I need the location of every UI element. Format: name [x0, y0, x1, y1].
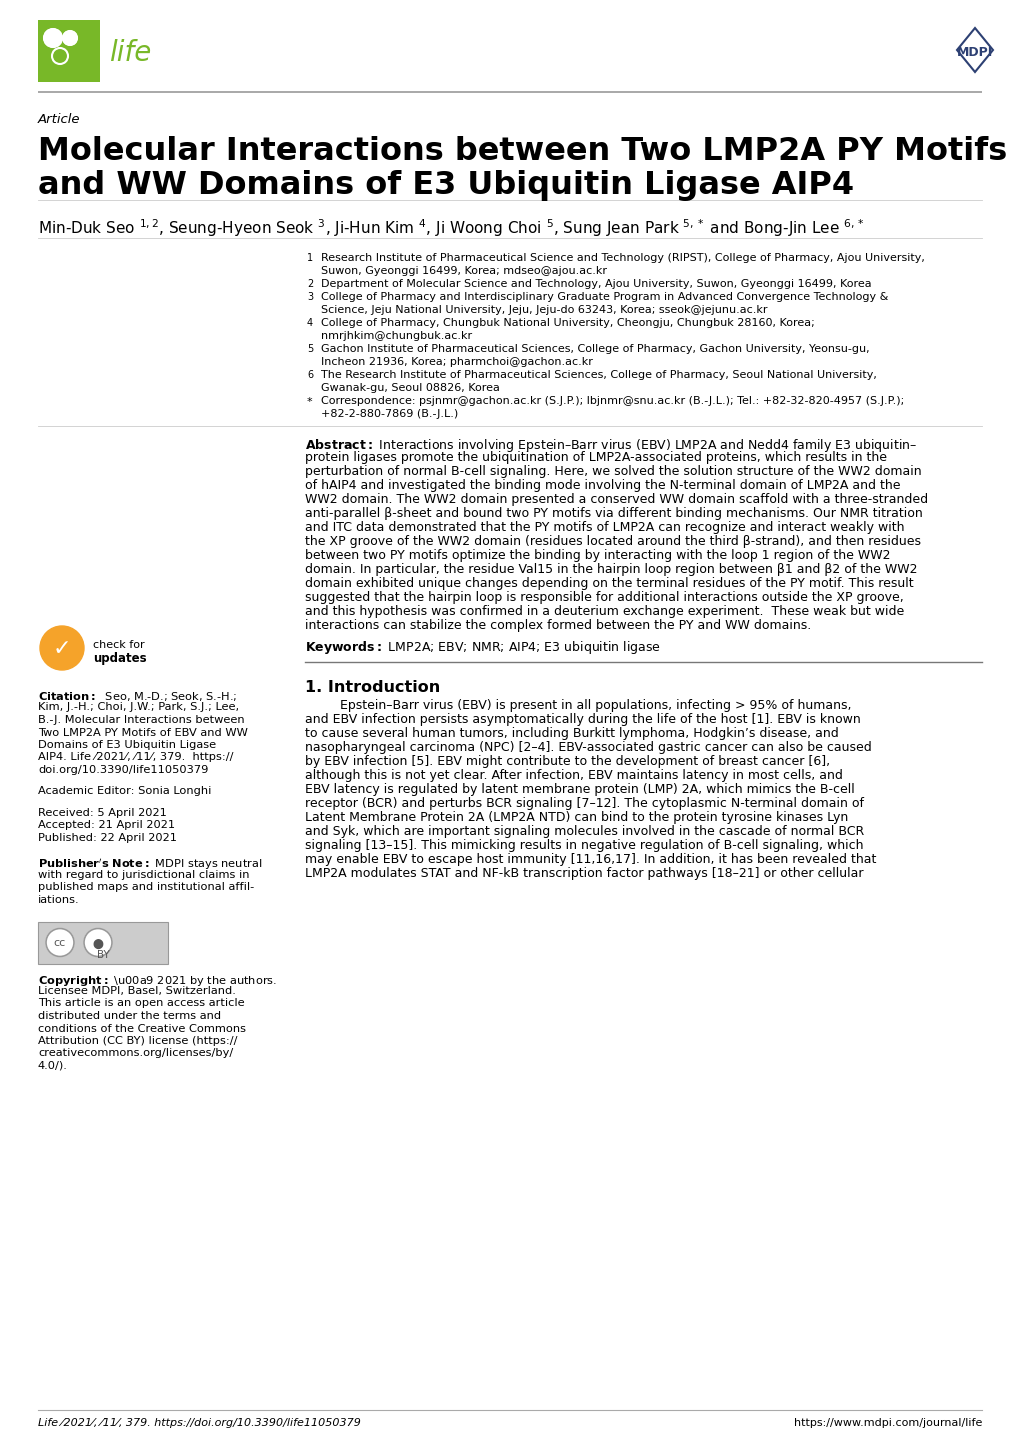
- Text: The Research Institute of Pharmaceutical Sciences, College of Pharmacy, Seoul Na: The Research Institute of Pharmaceutical…: [321, 371, 876, 381]
- Text: BY: BY: [97, 950, 109, 960]
- Text: may enable EBV to escape host immunity [11,16,17]. In addition, it has been reve: may enable EBV to escape host immunity […: [305, 854, 875, 867]
- Text: to cause several human tumors, including Burkitt lymphoma, Hodgkin’s disease, an: to cause several human tumors, including…: [305, 728, 838, 741]
- Text: Attribution (CC BY) license (https://: Attribution (CC BY) license (https://: [38, 1035, 237, 1045]
- Text: Molecular Interactions between Two LMP2A PY Motifs of EBV: Molecular Interactions between Two LMP2A…: [38, 136, 1019, 167]
- Text: published maps and institutional affil-: published maps and institutional affil-: [38, 883, 254, 893]
- Text: domain exhibited unique changes depending on the terminal residues of the PY mot: domain exhibited unique changes dependin…: [305, 577, 913, 591]
- Circle shape: [84, 929, 112, 956]
- Text: doi.org/10.3390/life11050379: doi.org/10.3390/life11050379: [38, 766, 208, 774]
- Text: Domains of E3 Ubiquitin Ligase: Domains of E3 Ubiquitin Ligase: [38, 740, 216, 750]
- Text: Received: 5 April 2021: Received: 5 April 2021: [38, 808, 167, 818]
- Text: nasopharyngeal carcinoma (NPC) [2–4]. EBV-associated gastric cancer can also be : nasopharyngeal carcinoma (NPC) [2–4]. EB…: [305, 741, 871, 754]
- Circle shape: [46, 929, 74, 956]
- Text: conditions of the Creative Commons: conditions of the Creative Commons: [38, 1024, 246, 1034]
- Circle shape: [44, 29, 62, 48]
- Text: distributed under the terms and: distributed under the terms and: [38, 1011, 221, 1021]
- Text: the XP groove of the WW2 domain (residues located around the third β-strand), an: the XP groove of the WW2 domain (residue…: [305, 535, 920, 548]
- Text: between two PY motifs optimize the binding by interacting with the loop 1 region: between two PY motifs optimize the bindi…: [305, 549, 890, 562]
- Text: and ITC data demonstrated that the PY motifs of LMP2A can recognize and interact: and ITC data demonstrated that the PY mo…: [305, 522, 904, 535]
- Text: $\mathbf{Copyright:}$ \u00a9 2021 by the authors.: $\mathbf{Copyright:}$ \u00a9 2021 by the…: [38, 973, 277, 988]
- Text: creativecommons.org/licenses/by/: creativecommons.org/licenses/by/: [38, 1048, 233, 1058]
- Text: 1: 1: [307, 252, 313, 262]
- Text: Two LMP2A PY Motifs of EBV and WW: Two LMP2A PY Motifs of EBV and WW: [38, 728, 248, 737]
- Text: $\mathbf{Abstract:}$ Interactions involving Epstein–Barr virus (EBV) LMP2A and N: $\mathbf{Abstract:}$ Interactions involv…: [305, 437, 916, 454]
- Text: check for: check for: [93, 640, 145, 650]
- Text: EBV latency is regulated by latent membrane protein (LMP) 2A, which mimics the B: EBV latency is regulated by latent membr…: [305, 783, 854, 796]
- Text: $\mathbf{Publisher's\ Note:}$ MDPI stays neutral: $\mathbf{Publisher's\ Note:}$ MDPI stays…: [38, 858, 262, 872]
- Text: anti-parallel β-sheet and bound two PY motifs via different binding mechanisms. : anti-parallel β-sheet and bound two PY m…: [305, 508, 922, 521]
- Text: LMP2A modulates STAT and NF-kB transcription factor pathways [18–21] or other ce: LMP2A modulates STAT and NF-kB transcrip…: [305, 868, 863, 881]
- Text: ✓: ✓: [53, 639, 71, 659]
- Text: https://www.mdpi.com/journal/life: https://www.mdpi.com/journal/life: [793, 1417, 981, 1428]
- Text: Licensee MDPI, Basel, Switzerland.: Licensee MDPI, Basel, Switzerland.: [38, 986, 235, 996]
- Text: signaling [13–15]. This mimicking results in negative regulation of B-cell signa: signaling [13–15]. This mimicking result…: [305, 839, 863, 852]
- Text: Science, Jeju National University, Jeju, Jeju-do 63243, Korea; sseok@jejunu.ac.k: Science, Jeju National University, Jeju,…: [321, 306, 766, 314]
- Text: Academic Editor: Sonia Longhi: Academic Editor: Sonia Longhi: [38, 786, 211, 796]
- Text: Life ⁄2021⁄, ⁄11⁄, 379. https://doi.org/10.3390/life11050379: Life ⁄2021⁄, ⁄11⁄, 379. https://doi.org/…: [38, 1417, 361, 1428]
- Text: with regard to jurisdictional claims in: with regard to jurisdictional claims in: [38, 870, 250, 880]
- Text: Gwanak-gu, Seoul 08826, Korea: Gwanak-gu, Seoul 08826, Korea: [321, 384, 499, 394]
- Text: 4: 4: [307, 319, 313, 329]
- Text: Published: 22 April 2021: Published: 22 April 2021: [38, 833, 177, 844]
- Text: 4.0/).: 4.0/).: [38, 1061, 68, 1071]
- Text: domain. In particular, the residue Val15 in the hairpin loop region between β1 a: domain. In particular, the residue Val15…: [305, 564, 917, 577]
- Text: 1. Introduction: 1. Introduction: [305, 679, 440, 695]
- Text: 6: 6: [307, 371, 313, 381]
- Text: B.-J. Molecular Interactions between: B.-J. Molecular Interactions between: [38, 715, 245, 725]
- Text: Research Institute of Pharmaceutical Science and Technology (RIPST), College of : Research Institute of Pharmaceutical Sci…: [321, 252, 924, 262]
- FancyBboxPatch shape: [38, 20, 100, 82]
- Text: Min-Duk Seo $^{1,2}$, Seung-Hyeon Seok $^{3}$, Ji-Hun Kim $^{4}$, Ji Woong Choi : Min-Duk Seo $^{1,2}$, Seung-Hyeon Seok $…: [38, 216, 864, 239]
- Text: College of Pharmacy and Interdisciplinary Graduate Program in Advanced Convergen: College of Pharmacy and Interdisciplinar…: [321, 293, 888, 303]
- Text: life: life: [109, 39, 151, 66]
- Text: and WW Domains of E3 Ubiquitin Ligase AIP4: and WW Domains of E3 Ubiquitin Ligase AI…: [38, 170, 853, 200]
- Text: +82-2-880-7869 (B.-J.L.): +82-2-880-7869 (B.-J.L.): [321, 410, 458, 420]
- Text: and Syk, which are important signaling molecules involved in the cascade of norm: and Syk, which are important signaling m…: [305, 825, 863, 838]
- Text: ⬤: ⬤: [93, 939, 103, 949]
- Text: 2: 2: [307, 278, 313, 288]
- Circle shape: [40, 626, 84, 671]
- Text: perturbation of normal B-cell signaling. Here, we solved the solution structure : perturbation of normal B-cell signaling.…: [305, 466, 921, 479]
- Text: Department of Molecular Science and Technology, Ajou University, Suwon, Gyeonggi: Department of Molecular Science and Tech…: [321, 278, 871, 288]
- Text: WW2 domain. The WW2 domain presented a conserved WW domain scaffold with a three: WW2 domain. The WW2 domain presented a c…: [305, 493, 927, 506]
- Text: Accepted: 21 April 2021: Accepted: 21 April 2021: [38, 820, 175, 831]
- Text: updates: updates: [93, 652, 147, 665]
- Text: interactions can stabilize the complex formed between the PY and WW domains.: interactions can stabilize the complex f…: [305, 620, 810, 633]
- Text: of hAIP4 and investigated the binding mode involving the N-terminal domain of LM: of hAIP4 and investigated the binding mo…: [305, 480, 900, 493]
- Text: Gachon Institute of Pharmaceutical Sciences, College of Pharmacy, Gachon Univers: Gachon Institute of Pharmaceutical Scien…: [321, 345, 869, 355]
- Text: iations.: iations.: [38, 895, 79, 906]
- Text: This article is an open access article: This article is an open access article: [38, 998, 245, 1008]
- Text: $\mathbf{Citation:}$  Seo, M.-D.; Seok, S.-H.;: $\mathbf{Citation:}$ Seo, M.-D.; Seok, S…: [38, 691, 237, 704]
- Text: Latent Membrane Protein 2A (LMP2A NTD) can bind to the protein tyrosine kinases : Latent Membrane Protein 2A (LMP2A NTD) c…: [305, 812, 848, 825]
- Text: although this is not yet clear. After infection, EBV maintains latency in most c: although this is not yet clear. After in…: [305, 770, 842, 783]
- Circle shape: [63, 30, 76, 45]
- Text: Incheon 21936, Korea; pharmchoi@gachon.ac.kr: Incheon 21936, Korea; pharmchoi@gachon.a…: [321, 358, 592, 368]
- Text: Suwon, Gyeonggi 16499, Korea; mdseo@ajou.ac.kr: Suwon, Gyeonggi 16499, Korea; mdseo@ajou…: [321, 265, 606, 275]
- Text: by EBV infection [5]. EBV might contribute to the development of breast cancer [: by EBV infection [5]. EBV might contribu…: [305, 756, 829, 769]
- Text: Epstein–Barr virus (EBV) is present in all populations, infecting > 95% of human: Epstein–Barr virus (EBV) is present in a…: [339, 699, 851, 712]
- Text: Kim, J.-H.; Choi, J.W.; Park, S.J.; Lee,: Kim, J.-H.; Choi, J.W.; Park, S.J.; Lee,: [38, 702, 238, 712]
- Text: nmrjhkim@chungbuk.ac.kr: nmrjhkim@chungbuk.ac.kr: [321, 332, 472, 340]
- Text: 3: 3: [307, 293, 313, 303]
- Text: College of Pharmacy, Chungbuk National University, Cheongju, Chungbuk 28160, Kor: College of Pharmacy, Chungbuk National U…: [321, 319, 814, 329]
- Text: Correspondence: psjnmr@gachon.ac.kr (S.J.P.); lbjnmr@snu.ac.kr (B.-J.L.); Tel.: : Correspondence: psjnmr@gachon.ac.kr (S.J…: [321, 397, 904, 407]
- Text: and this hypothesis was confirmed in a deuterium exchange experiment.  These wea: and this hypothesis was confirmed in a d…: [305, 606, 904, 619]
- Text: suggested that the hairpin loop is responsible for additional interactions outsi: suggested that the hairpin loop is respo…: [305, 591, 903, 604]
- Text: Article: Article: [38, 112, 81, 125]
- Text: cc: cc: [54, 939, 66, 949]
- Text: $\mathbf{Keywords:}$ LMP2A; EBV; NMR; AIP4; E3 ubiquitin ligase: $\mathbf{Keywords:}$ LMP2A; EBV; NMR; AI…: [305, 639, 660, 656]
- Text: protein ligases promote the ubiquitination of LMP2A-associated proteins, which r: protein ligases promote the ubiquitinati…: [305, 451, 887, 464]
- Text: AIP4. Life ⁄2021⁄, ⁄11⁄, 379.  https://: AIP4. Life ⁄2021⁄, ⁄11⁄, 379. https://: [38, 753, 233, 763]
- Text: *: *: [307, 397, 312, 407]
- Text: and EBV infection persists asymptomatically during the life of the host [1]. EBV: and EBV infection persists asymptomatica…: [305, 714, 860, 727]
- Text: receptor (BCR) and perturbs BCR signaling [7–12]. The cytoplasmic N-terminal dom: receptor (BCR) and perturbs BCR signalin…: [305, 797, 863, 810]
- Text: 5: 5: [307, 345, 313, 355]
- Text: MDPI: MDPI: [956, 46, 993, 59]
- FancyBboxPatch shape: [38, 921, 168, 963]
